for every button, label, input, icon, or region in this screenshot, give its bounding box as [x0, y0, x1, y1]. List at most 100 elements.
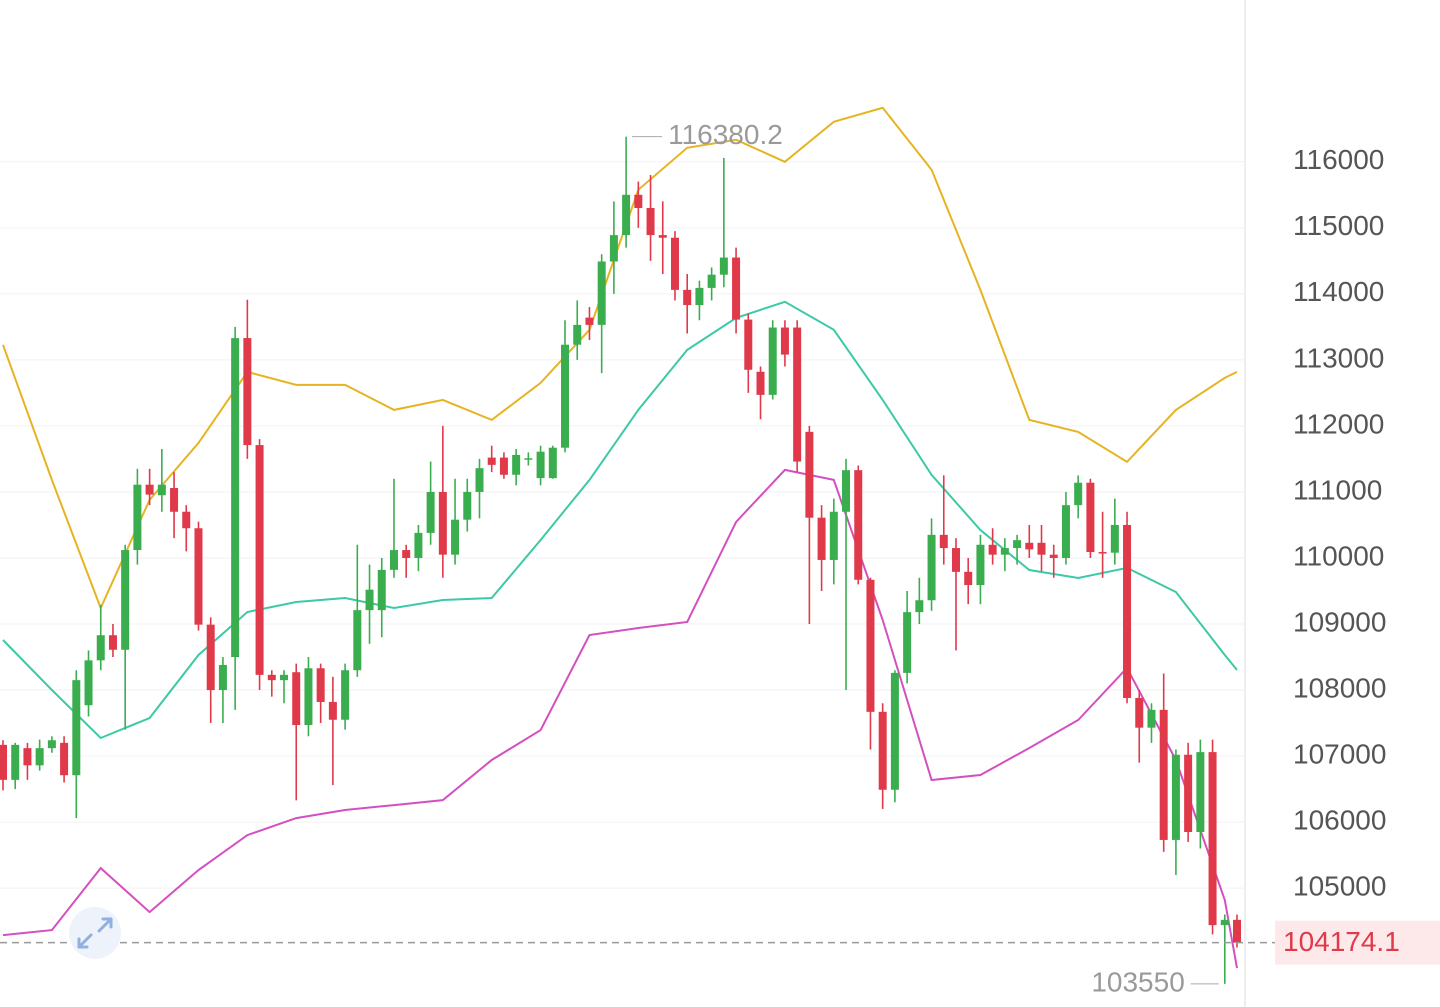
candle-body: [1025, 542, 1034, 550]
candle-body: [683, 289, 692, 306]
candle-body: [1110, 524, 1119, 553]
candle-body: [365, 589, 374, 611]
candle-body: [719, 257, 728, 275]
candle-body: [1147, 709, 1156, 728]
candle-body: [328, 701, 337, 720]
candle-body: [170, 487, 179, 512]
candle-body: [512, 454, 521, 475]
candle-body: [976, 544, 985, 586]
candle-body: [1098, 552, 1107, 554]
candle-body: [548, 447, 557, 479]
candle-body: [121, 550, 130, 650]
y-tick-label: 109000: [1293, 606, 1386, 637]
candle-body: [890, 672, 899, 790]
candle-body: [182, 511, 191, 529]
candle-body: [255, 445, 264, 675]
y-tick-label: 114000: [1293, 276, 1384, 307]
candle-body: [903, 612, 912, 673]
candle-body: [707, 274, 716, 288]
candle-body: [35, 748, 44, 766]
candle-body: [243, 338, 252, 446]
candle-body: [487, 457, 496, 465]
candle-body: [1086, 482, 1095, 553]
candle-body: [573, 324, 582, 345]
candle-body: [744, 319, 753, 370]
y-tick-label: 112000: [1293, 408, 1384, 439]
last-price-bg: [1275, 920, 1440, 965]
candle-body: [377, 569, 386, 611]
candle-body: [1196, 752, 1205, 833]
candle-body: [646, 208, 655, 236]
candle-body: [231, 338, 240, 658]
candle-body: [842, 470, 851, 512]
candle-body: [768, 327, 777, 395]
candle-body: [634, 194, 643, 209]
candle-body: [1074, 482, 1083, 506]
candle-body: [951, 548, 960, 572]
candle-body: [402, 550, 411, 558]
candle-body: [133, 484, 142, 551]
candle-body: [389, 550, 398, 570]
candle-body: [84, 660, 93, 706]
candle-body: [451, 519, 460, 555]
candle-body: [658, 235, 667, 238]
candle-body: [817, 517, 826, 560]
candle-body: [206, 624, 215, 691]
y-tick-label: 111000: [1293, 474, 1382, 505]
candle-body: [194, 528, 203, 625]
low-label: 103550: [1091, 966, 1184, 997]
expand-icon[interactable]: [69, 907, 121, 959]
last-price-label: 104174.1: [1283, 926, 1400, 957]
candle-body: [732, 257, 741, 320]
candle-body: [499, 457, 508, 475]
candle-body: [1061, 505, 1070, 558]
candle-body: [670, 237, 679, 290]
candle-body: [145, 484, 154, 495]
candle-body: [1233, 919, 1241, 943]
candle-body: [878, 711, 887, 790]
candle-body: [1208, 752, 1217, 926]
candle-body: [854, 470, 863, 580]
y-tick-label: 115000: [1293, 210, 1384, 241]
y-tick-label: 107000: [1293, 738, 1386, 769]
candle-body: [1013, 540, 1022, 549]
candle-body: [1171, 754, 1180, 840]
candle-body: [793, 327, 802, 462]
y-tick-label: 105000: [1293, 871, 1386, 902]
icon-arrows: [77, 917, 113, 949]
y-tick-label: 116000: [1293, 144, 1384, 175]
candle-body: [0, 744, 7, 780]
y-tick-label: 113000: [1293, 342, 1384, 373]
candle-body: [1220, 919, 1229, 926]
candle-body: [1037, 542, 1046, 555]
candle-body: [267, 674, 276, 681]
candle-body: [609, 235, 618, 262]
candle-body: [927, 534, 936, 601]
y-tick-label: 108000: [1293, 672, 1386, 703]
candle-body: [536, 451, 545, 479]
band-line: [2, 468, 1238, 969]
candle-body: [866, 579, 875, 712]
candle-body: [304, 668, 313, 726]
candle-body: [218, 664, 227, 691]
candle-body: [1123, 524, 1132, 698]
candle-body: [585, 317, 594, 325]
candle-body: [475, 468, 484, 492]
band-line: [2, 300, 1238, 740]
candle-body: [915, 600, 924, 613]
icon-bg: [69, 907, 121, 959]
band-line: [2, 106, 1238, 611]
candle-body: [1159, 709, 1168, 840]
candle-body: [939, 534, 948, 549]
candle-body: [597, 261, 606, 325]
candle-body: [1184, 754, 1193, 833]
candle-body: [316, 668, 325, 702]
candle-body: [280, 674, 289, 681]
y-tick-label: 110000: [1293, 540, 1384, 571]
candle-body: [964, 571, 973, 586]
candle-body: [353, 610, 362, 671]
candle-body: [1049, 554, 1058, 558]
candle-body: [414, 532, 423, 558]
candle-body: [47, 740, 56, 749]
